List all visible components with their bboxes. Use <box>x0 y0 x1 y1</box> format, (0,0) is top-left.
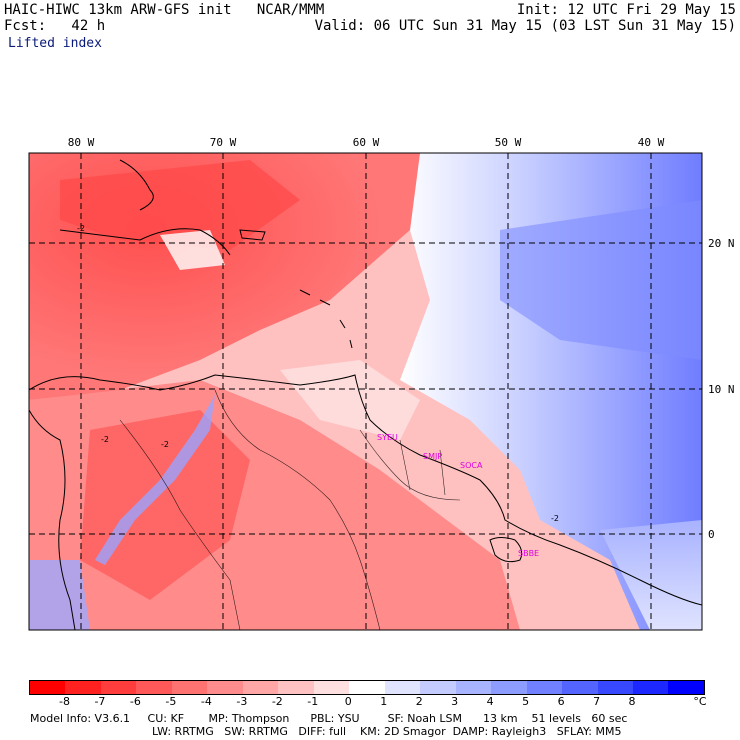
colorbar-tick-label: 3 <box>451 695 459 708</box>
colorbar-tick-label: -1 <box>307 695 319 708</box>
station-sbbe: SBBE <box>518 549 539 558</box>
colorbar-tick-label: -7 <box>94 695 106 708</box>
colorbar-tick-label: 7 <box>593 695 601 708</box>
guiana-neutral <box>280 360 420 440</box>
contour-label: -2 <box>551 514 559 523</box>
lon-label-40w: 40 W <box>638 136 665 149</box>
colorbar-swatch <box>562 681 598 694</box>
colorbar-unit: °C <box>693 695 707 708</box>
colorbar-swatch <box>349 681 385 694</box>
map-frame <box>28 152 703 631</box>
lat-label-0: 0 <box>708 528 715 541</box>
colorbar-swatch <box>207 681 243 694</box>
unstable-core-south <box>80 410 250 600</box>
colorbar-tick-label: 8 <box>628 695 636 708</box>
colorbar-tick-label: 6 <box>557 695 565 708</box>
colorbar-swatch <box>597 681 633 694</box>
contour-label: -2 <box>77 224 85 233</box>
colorbar-tick-label: -3 <box>236 695 248 708</box>
colorbar <box>29 680 705 695</box>
colorbar-swatch <box>171 681 208 694</box>
colorbar-swatch <box>420 681 456 694</box>
colorbar-tick-label: 1 <box>380 695 388 708</box>
colorbar-swatch <box>30 681 66 694</box>
colorbar-swatch <box>455 681 492 694</box>
lifted-index-map: 80 W 70 W 60 W 50 W 40 W 20 N 10 N 0 SYE… <box>28 136 735 631</box>
valid-time: Valid: 06 UTC Sun 31 May 15 (03 LST Sun … <box>314 18 736 34</box>
colorbar-tick-label: -8 <box>58 695 70 708</box>
forecast-hour: Fcst: 42 h <box>4 18 106 34</box>
colorbar-swatch <box>242 681 279 694</box>
colorbar-swatch <box>313 681 350 694</box>
colorbar-swatch <box>668 681 704 694</box>
colorbar-swatch <box>136 681 172 694</box>
colorbar-swatch <box>100 681 137 694</box>
colorbar-swatch <box>491 681 527 694</box>
contour-label: -2 <box>161 440 169 449</box>
colorbar-tick-label: 5 <box>522 695 530 708</box>
colorbar-swatch <box>65 681 101 694</box>
field-name: Lifted index <box>8 36 102 51</box>
lon-label-70w: 70 W <box>210 136 237 149</box>
station-smjp: SMJP <box>423 452 442 461</box>
colorbar-tick-label: -5 <box>165 695 177 708</box>
lon-label-60w: 60 W <box>353 136 380 149</box>
station-soca: SOCA <box>460 461 483 470</box>
init-time: Init: 12 UTC Fri 29 May 15 <box>516 2 736 18</box>
model-info-line1: Model Info: V3.6.1 CU: KF MP: Thompson P… <box>30 712 628 725</box>
station-syeu: SYEU <box>377 433 398 442</box>
lon-label-80w: 80 W <box>68 136 95 149</box>
model-info-line2: LW: RRTMG SW: RRTMG DIFF: full KM: 2D Sm… <box>152 725 622 738</box>
lat-label-20n: 20 N <box>708 237 735 250</box>
colorbar-tick-label: -2 <box>271 695 283 708</box>
colorbar-swatch <box>278 681 314 694</box>
colorbar-tick-label: -6 <box>129 695 141 708</box>
header-title: HAIC-HIWC 13km ARW-GFS init NCAR/MMM <box>4 2 325 18</box>
stable-core <box>500 200 702 360</box>
colorbar-tick-label: 2 <box>415 695 423 708</box>
coastlines <box>29 159 702 630</box>
andes-stable-streak <box>95 395 215 565</box>
colorbar-tick-label: -4 <box>200 695 212 708</box>
graticule <box>29 153 702 630</box>
lat-label-10n: 10 N <box>708 383 735 396</box>
colorbar-tick-label: 4 <box>486 695 494 708</box>
pacific-stable <box>29 560 90 630</box>
unstable-core-north <box>60 160 300 250</box>
hispaniola-stable <box>160 230 225 270</box>
colorbar-swatch <box>384 681 421 694</box>
colorbar-tick-label: 0 <box>344 695 352 708</box>
colorbar-swatch <box>526 681 563 694</box>
contour-label: -2 <box>101 435 109 444</box>
lon-label-50w: 50 W <box>495 136 522 149</box>
colorbar-swatch <box>632 681 669 694</box>
